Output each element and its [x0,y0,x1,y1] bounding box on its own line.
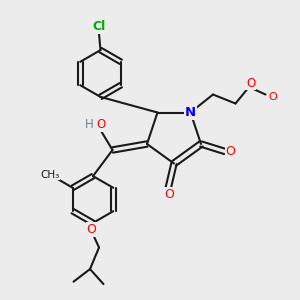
Text: H: H [85,118,94,131]
Text: O: O [87,223,96,236]
Text: Cl: Cl [92,20,106,33]
Text: CH₃: CH₃ [40,169,60,180]
Text: O: O [268,92,278,102]
Text: O: O [165,188,174,201]
Text: N: N [185,106,196,119]
Text: O: O [246,77,255,90]
Text: O: O [226,145,235,158]
Text: O: O [97,118,106,131]
